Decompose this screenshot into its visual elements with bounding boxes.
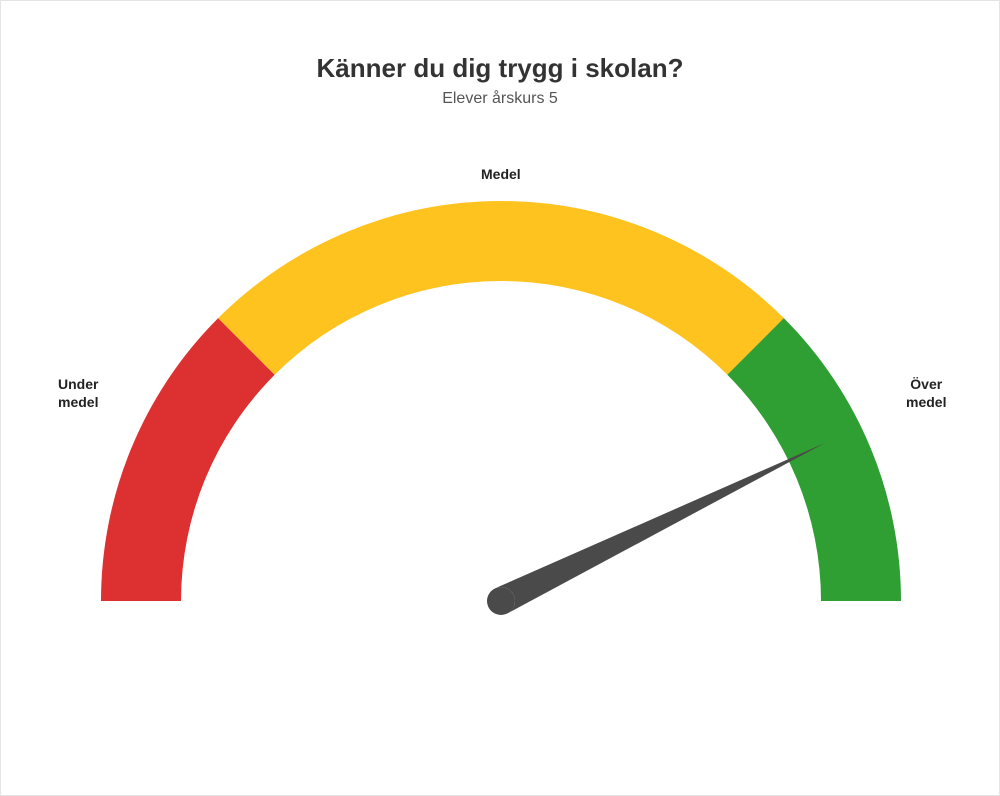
chart-frame: Känner du dig trygg i skolan? Elever års…: [0, 0, 1000, 796]
gauge-chart: [1, 21, 1000, 661]
needle-hub: [487, 587, 515, 615]
segment-label-2: Över medel: [906, 376, 946, 411]
gauge-needle: [487, 443, 825, 615]
needle-icon: [495, 443, 825, 613]
segment-label-1: Medel: [481, 166, 521, 184]
gauge-segment-2: [727, 318, 901, 601]
gauge-segment-0: [101, 318, 275, 601]
gauge-segment-1: [218, 201, 784, 375]
segment-label-0: Under medel: [58, 376, 98, 411]
gauge-arcs: [101, 201, 901, 601]
